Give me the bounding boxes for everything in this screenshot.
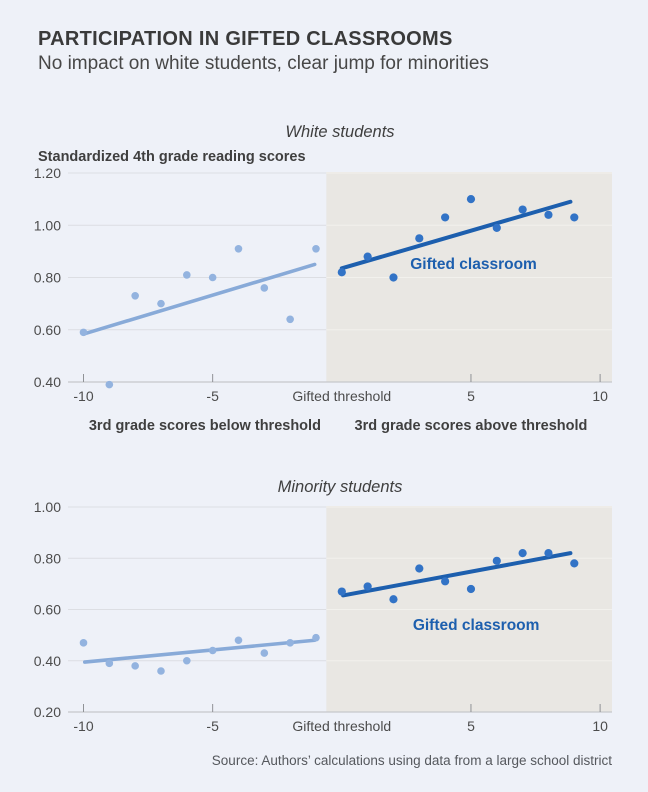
- fit-line-above: [339, 199, 573, 271]
- scatter-point: [286, 315, 294, 324]
- x-tick-label: 5: [467, 388, 475, 404]
- scatter-point: [492, 556, 501, 565]
- y-tick-label: 0.80: [34, 550, 61, 566]
- y-tick-label: 0.20: [34, 704, 61, 720]
- fit-line-below: [82, 262, 317, 336]
- scatter-point: [466, 195, 476, 204]
- scatter-point: [492, 223, 501, 232]
- x-tick-label: 10: [592, 718, 608, 734]
- scatter-point: [234, 636, 243, 645]
- scatter-point: [286, 639, 294, 647]
- scatter-point: [337, 587, 346, 596]
- chart-title: White students: [285, 123, 394, 141]
- page-subtitle: No impact on white students, clear jump …: [38, 53, 489, 74]
- scatter-point: [415, 234, 424, 243]
- x-tick-label: -10: [73, 718, 93, 734]
- scatter-point: [518, 205, 527, 214]
- scatter-point: [570, 559, 579, 568]
- scatter-point: [260, 649, 269, 657]
- scatter-point: [157, 667, 165, 675]
- scatter-point: [441, 577, 450, 586]
- scatter-point: [337, 268, 346, 277]
- scatter-point: [105, 659, 114, 668]
- source-note: Source: Authors’ calculations using data…: [211, 753, 612, 768]
- scatter-point: [183, 656, 191, 665]
- scatter-point: [157, 299, 165, 308]
- region-label: 3rd grade scores above threshold: [355, 418, 588, 434]
- fit-line-below: [82, 638, 317, 664]
- y-tick-label: 1.20: [34, 165, 61, 181]
- gifted-classroom-label: Gifted classroom: [410, 256, 537, 273]
- y-tick-label: 1.00: [34, 499, 61, 515]
- scatter-point: [389, 273, 398, 282]
- fit-line-above: [341, 551, 573, 598]
- scatter-point: [208, 646, 217, 655]
- y-tick-label: 0.80: [34, 270, 61, 286]
- x-tick-label: -5: [206, 388, 219, 404]
- scatter-point: [518, 549, 527, 558]
- y-axis-label: Standardized 4th grade reading scores: [38, 149, 306, 165]
- scatter-point: [466, 584, 476, 594]
- scatter-point: [363, 252, 372, 261]
- scatter-point: [79, 328, 88, 337]
- x-tick-label: 5: [467, 718, 475, 734]
- page-title: PARTICIPATION IN GIFTED CLASSROOMS: [38, 28, 453, 50]
- scatter-point: [131, 291, 139, 300]
- x-tick-label: Gifted threshold: [292, 388, 391, 404]
- chart-title: Minority students: [278, 478, 403, 496]
- chart-1: 1.20 1.00 0.80 0.60 0.40 -10 -5 Gifted threshol…: [34, 123, 612, 434]
- chart-2: 1.00 0.80 0.60 0.40 0.20 -10 -5 Gifted threshol…: [34, 478, 612, 734]
- scatter-point: [544, 210, 553, 219]
- y-tick-label: 0.60: [34, 322, 61, 338]
- scatter-point: [312, 633, 320, 642]
- y-tick-label: 0.60: [34, 602, 61, 618]
- scatter-point: [312, 244, 320, 253]
- scatter-point: [415, 564, 424, 573]
- y-tick-label: 0.40: [34, 374, 61, 390]
- x-tick-label: 10: [592, 388, 608, 404]
- scatter-point: [389, 595, 398, 604]
- scatter-point: [234, 244, 243, 253]
- scatter-point: [105, 380, 114, 389]
- y-tick-label: 1.00: [34, 217, 61, 233]
- scatter-point: [79, 639, 88, 647]
- y-tick-label: 0.40: [34, 653, 61, 669]
- scatter-point: [570, 213, 579, 222]
- gifted-classroom-label: Gifted classroom: [413, 617, 540, 634]
- x-tick-label: -5: [206, 718, 219, 734]
- x-tick-label: -10: [73, 388, 93, 404]
- region-label: 3rd grade scores below threshold: [89, 418, 321, 434]
- x-tick-label: Gifted threshold: [292, 718, 391, 734]
- scatter-point: [441, 213, 450, 222]
- scatter-point: [260, 284, 269, 292]
- scatter-point: [131, 662, 139, 670]
- scatter-point: [183, 271, 191, 279]
- scatter-point: [208, 273, 217, 282]
- scatter-point: [544, 549, 553, 558]
- scatter-point: [363, 582, 372, 591]
